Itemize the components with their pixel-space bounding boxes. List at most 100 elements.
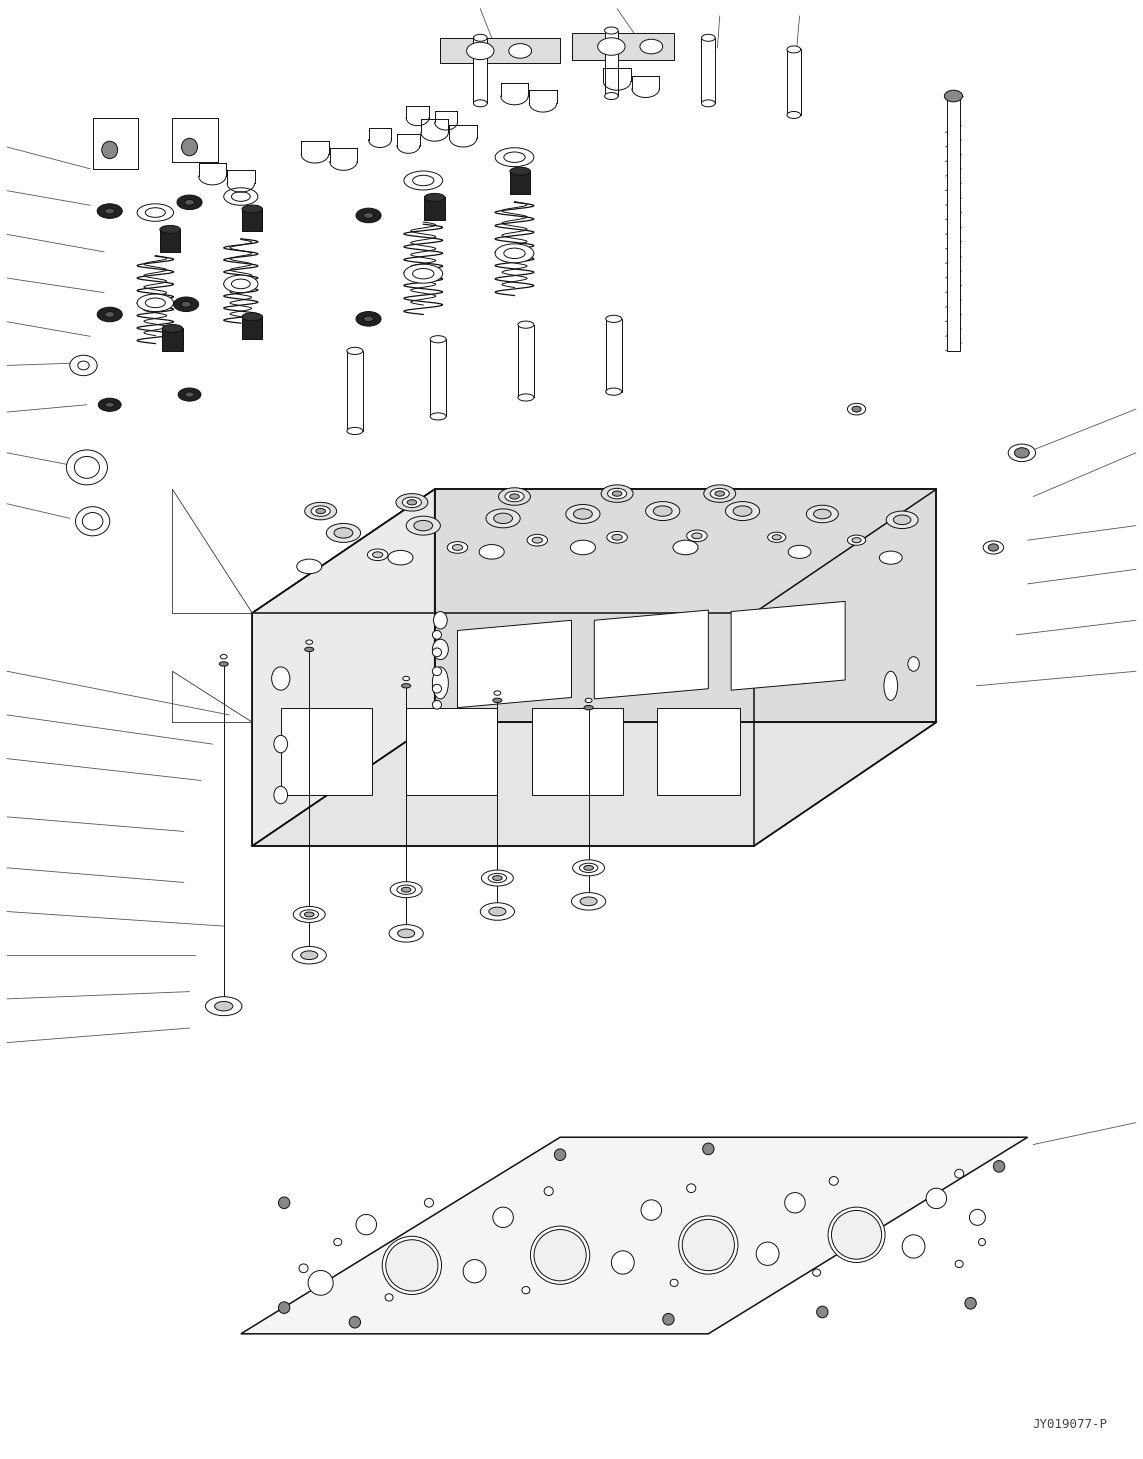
Polygon shape xyxy=(473,38,487,104)
Ellipse shape xyxy=(398,929,415,938)
Ellipse shape xyxy=(174,298,199,312)
Ellipse shape xyxy=(687,530,708,541)
Polygon shape xyxy=(346,350,362,430)
Ellipse shape xyxy=(493,699,502,703)
Ellipse shape xyxy=(886,511,918,528)
Ellipse shape xyxy=(97,204,122,219)
Ellipse shape xyxy=(1015,448,1030,458)
Polygon shape xyxy=(594,610,709,699)
Ellipse shape xyxy=(231,191,250,201)
Ellipse shape xyxy=(363,317,374,322)
Ellipse shape xyxy=(413,268,434,279)
Polygon shape xyxy=(242,209,263,232)
Ellipse shape xyxy=(432,667,448,699)
Ellipse shape xyxy=(894,515,911,525)
Polygon shape xyxy=(253,489,936,613)
Ellipse shape xyxy=(816,1306,828,1317)
Ellipse shape xyxy=(162,324,183,333)
Ellipse shape xyxy=(403,171,442,190)
Ellipse shape xyxy=(613,492,622,496)
Ellipse shape xyxy=(580,864,598,872)
Ellipse shape xyxy=(432,639,448,659)
Text: JY019077-P: JY019077-P xyxy=(1032,1418,1108,1431)
Ellipse shape xyxy=(527,534,547,546)
Ellipse shape xyxy=(584,706,593,711)
Ellipse shape xyxy=(433,611,447,629)
Ellipse shape xyxy=(224,276,258,293)
Polygon shape xyxy=(440,38,560,63)
Ellipse shape xyxy=(692,533,702,538)
Ellipse shape xyxy=(768,533,786,543)
Ellipse shape xyxy=(309,1271,334,1296)
Ellipse shape xyxy=(301,951,318,960)
Ellipse shape xyxy=(355,209,381,223)
Ellipse shape xyxy=(607,531,628,543)
Ellipse shape xyxy=(242,312,263,321)
Ellipse shape xyxy=(687,1183,696,1192)
Ellipse shape xyxy=(184,200,194,206)
Polygon shape xyxy=(162,328,183,350)
Ellipse shape xyxy=(219,662,229,667)
Ellipse shape xyxy=(346,347,362,355)
Ellipse shape xyxy=(504,248,525,258)
Ellipse shape xyxy=(402,677,409,681)
Ellipse shape xyxy=(789,546,810,559)
Ellipse shape xyxy=(414,521,433,531)
Ellipse shape xyxy=(978,1239,985,1246)
Ellipse shape xyxy=(432,667,441,676)
Ellipse shape xyxy=(504,152,525,162)
Ellipse shape xyxy=(580,897,597,906)
Ellipse shape xyxy=(494,514,512,524)
Ellipse shape xyxy=(160,226,181,233)
Ellipse shape xyxy=(82,512,103,530)
Ellipse shape xyxy=(733,506,752,516)
Ellipse shape xyxy=(386,1240,438,1291)
Ellipse shape xyxy=(70,355,97,375)
Ellipse shape xyxy=(272,667,290,690)
Polygon shape xyxy=(605,31,618,96)
Ellipse shape xyxy=(726,502,760,521)
Polygon shape xyxy=(657,708,741,795)
Ellipse shape xyxy=(293,947,327,964)
Ellipse shape xyxy=(989,544,999,552)
Ellipse shape xyxy=(785,1192,806,1212)
Ellipse shape xyxy=(178,388,201,401)
Ellipse shape xyxy=(530,1226,590,1284)
Ellipse shape xyxy=(355,312,381,327)
Ellipse shape xyxy=(534,1230,586,1281)
Ellipse shape xyxy=(702,35,716,41)
Ellipse shape xyxy=(413,175,434,185)
Ellipse shape xyxy=(479,544,504,559)
Ellipse shape xyxy=(572,893,606,910)
Ellipse shape xyxy=(432,684,441,693)
Ellipse shape xyxy=(806,505,838,522)
Ellipse shape xyxy=(78,360,89,369)
Ellipse shape xyxy=(105,209,114,214)
Ellipse shape xyxy=(406,516,440,535)
Ellipse shape xyxy=(788,111,801,118)
Ellipse shape xyxy=(177,196,202,210)
Ellipse shape xyxy=(299,1263,309,1272)
Ellipse shape xyxy=(346,427,362,435)
Polygon shape xyxy=(434,489,936,722)
Ellipse shape xyxy=(608,489,626,499)
Ellipse shape xyxy=(663,1313,674,1325)
Ellipse shape xyxy=(473,35,487,41)
Ellipse shape xyxy=(574,509,592,519)
Ellipse shape xyxy=(954,1169,964,1177)
Ellipse shape xyxy=(884,671,897,700)
Ellipse shape xyxy=(390,881,422,897)
Ellipse shape xyxy=(334,1239,342,1246)
Ellipse shape xyxy=(495,244,534,263)
Ellipse shape xyxy=(327,524,360,543)
Ellipse shape xyxy=(305,648,314,652)
Ellipse shape xyxy=(573,859,605,875)
Ellipse shape xyxy=(533,537,543,543)
Ellipse shape xyxy=(473,99,487,107)
Ellipse shape xyxy=(373,552,383,557)
Polygon shape xyxy=(173,118,218,162)
Ellipse shape xyxy=(145,298,166,308)
Ellipse shape xyxy=(902,1234,925,1258)
Ellipse shape xyxy=(395,493,427,511)
Ellipse shape xyxy=(447,541,467,553)
